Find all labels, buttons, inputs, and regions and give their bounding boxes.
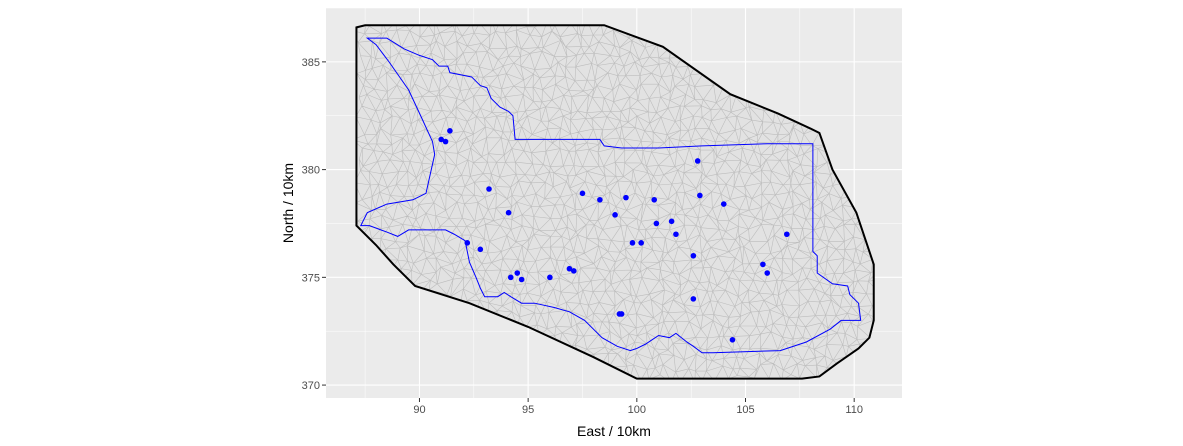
data-point <box>673 231 679 238</box>
x-tick-label: 95 <box>522 404 534 416</box>
data-point <box>447 128 453 134</box>
y-tick-label: 370 <box>302 380 320 392</box>
observation-points <box>438 128 790 343</box>
data-point <box>784 231 790 238</box>
data-point <box>442 138 449 145</box>
data-point <box>720 201 727 207</box>
y-tick-label: 380 <box>302 165 320 177</box>
data-point <box>694 158 701 164</box>
data-point <box>505 209 512 216</box>
data-point <box>514 270 521 276</box>
data-point <box>438 136 445 143</box>
data-point <box>464 240 471 246</box>
data-point <box>618 311 625 317</box>
x-tick-label: 110 <box>845 404 863 416</box>
x-axis-ticks: 90 95 100 105 110 <box>413 398 863 416</box>
data-point <box>760 261 766 268</box>
data-point <box>570 268 577 274</box>
data-point <box>690 252 697 259</box>
data-point <box>486 186 492 192</box>
mesh-outer-boundary <box>355 24 875 380</box>
data-point <box>638 240 644 246</box>
data-point <box>566 265 573 272</box>
data-point <box>653 220 660 227</box>
boundary-line <box>359 37 862 354</box>
data-point <box>651 196 658 203</box>
x-tick-label: 90 <box>413 404 425 416</box>
y-axis-ticks: 370 375 380 385 <box>302 57 326 392</box>
x-tick-label: 105 <box>736 404 754 416</box>
y-axis-title: North / 10km <box>280 163 296 243</box>
data-point <box>518 276 525 283</box>
data-point <box>668 218 675 225</box>
study-region-boundary <box>359 37 862 354</box>
data-point <box>579 190 586 197</box>
data-point <box>507 274 514 281</box>
y-tick-label: 385 <box>302 57 320 69</box>
data-point <box>623 194 629 201</box>
data-point <box>547 274 553 281</box>
data-point <box>690 296 697 302</box>
data-point <box>477 246 484 253</box>
data-point <box>729 337 736 343</box>
data-point <box>629 240 636 246</box>
y-tick-label: 375 <box>302 272 320 284</box>
data-point <box>597 196 603 203</box>
data-point <box>697 192 703 199</box>
data-point <box>612 212 618 218</box>
data-point <box>764 270 771 276</box>
x-axis-title: East / 10km <box>577 423 651 439</box>
x-tick-label: 100 <box>628 404 646 416</box>
